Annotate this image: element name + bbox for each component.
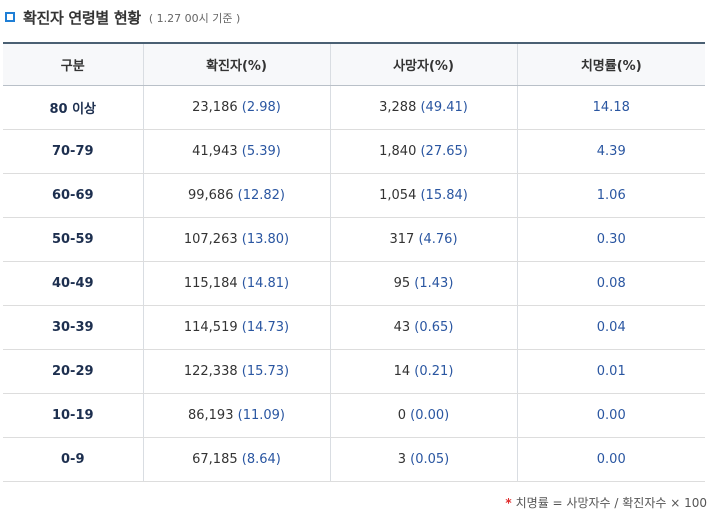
fatality-rate-cell: 0.00 [516, 437, 705, 482]
column-header-deaths: 사망자(%) [329, 42, 517, 86]
confirmed-cell: 107,263 (13.80) [142, 217, 330, 262]
confirmed-count: 122,338 [183, 363, 238, 379]
table-row: 10-19 86,193 (11.09) 0 (0.00) 0.00 [3, 393, 705, 438]
age-group-cell: 10-19 [3, 393, 143, 438]
confirmed-count: 107,263 [183, 231, 238, 247]
confirmed-count: 23,186 [192, 99, 238, 115]
table-row: 70-79 41,943 (5.39) 1,840 (27.65) 4.39 [3, 129, 705, 174]
age-group-cell: 40-49 [3, 261, 143, 306]
confirmed-percent: (12.82) [237, 187, 285, 203]
deaths-cell: 317 (4.76) [329, 217, 517, 262]
deaths-count: 1,840 [379, 143, 417, 159]
fatality-rate-footnote: * 치명률 = 사망자수 / 확진자수 × 100 [505, 494, 707, 511]
age-stats-table-container: 구분 확진자(%) 사망자(%) 치명률(%) 80 이상 23,186 (2.9… [3, 42, 705, 482]
deaths-percent: (27.65) [420, 143, 468, 159]
age-group-cell: 70-79 [3, 129, 143, 174]
age-group-cell: 20-29 [3, 349, 143, 394]
table-header-row: 구분 확진자(%) 사망자(%) 치명률(%) [3, 42, 705, 86]
data-timestamp: ( 1.27 00시 기준 ) [148, 12, 241, 25]
deaths-count: 3,288 [379, 99, 417, 115]
deaths-count: 43 [393, 319, 411, 335]
deaths-count: 0 [397, 407, 407, 423]
confirmed-cell: 67,185 (8.64) [142, 437, 330, 482]
section-header: 확진자 연령별 현황 ( 1.27 00시 기준 ) [5, 6, 240, 28]
confirmed-percent: (13.80) [241, 231, 290, 247]
table-row: 80 이상 23,186 (2.98) 3,288 (49.41) 14.18 [3, 85, 705, 130]
deaths-percent: (0.05) [410, 451, 450, 467]
deaths-cell: 43 (0.65) [329, 305, 517, 350]
deaths-count: 3 [397, 451, 407, 467]
age-stats-table: 구분 확진자(%) 사망자(%) 치명률(%) 80 이상 23,186 (2.9… [3, 42, 705, 482]
deaths-percent: (15.84) [420, 187, 468, 203]
column-header-category: 구분 [3, 42, 143, 86]
confirmed-count: 99,686 [187, 187, 234, 203]
confirmed-cell: 41,943 (5.39) [142, 129, 330, 174]
deaths-count: 14 [393, 363, 411, 379]
table-row: 40-49 115,184 (14.81) 95 (1.43) 0.08 [3, 261, 705, 306]
confirmed-count: 114,519 [183, 319, 238, 335]
table-body: 80 이상 23,186 (2.98) 3,288 (49.41) 14.18 70-7… [3, 85, 705, 482]
age-group-cell: 50-59 [3, 217, 143, 262]
deaths-cell: 1,054 (15.84) [329, 173, 517, 218]
table-row: 50-59 107,263 (13.80) 317 (4.76) 0.30 [3, 217, 705, 262]
fatality-rate-cell: 0.00 [516, 393, 705, 438]
fatality-rate-cell: 0.08 [516, 261, 705, 306]
fatality-rate-cell: 0.30 [516, 217, 705, 262]
confirmed-percent: (15.73) [241, 363, 290, 379]
square-bullet-icon [5, 12, 15, 22]
deaths-percent: (0.21) [414, 363, 454, 379]
deaths-percent: (1.43) [414, 275, 454, 291]
deaths-cell: 3,288 (49.41) [329, 85, 517, 130]
fatality-rate-cell: 14.18 [516, 85, 705, 130]
confirmed-cell: 122,338 (15.73) [142, 349, 330, 394]
table-row: 0-9 67,185 (8.64) 3 (0.05) 0.00 [3, 437, 705, 482]
deaths-percent: (49.41) [420, 99, 468, 115]
fatality-rate-cell: 0.04 [516, 305, 705, 350]
deaths-cell: 3 (0.05) [329, 437, 517, 482]
deaths-count: 317 [389, 231, 415, 247]
confirmed-percent: (5.39) [241, 143, 281, 159]
fatality-rate-cell: 4.39 [516, 129, 705, 174]
age-group-cell: 80 이상 [3, 85, 143, 130]
section-title: 확진자 연령별 현황 [23, 8, 141, 27]
column-header-fatality-rate: 치명률(%) [516, 42, 705, 86]
table-row: 20-29 122,338 (15.73) 14 (0.21) 0.01 [3, 349, 705, 394]
deaths-percent: (0.65) [414, 319, 454, 335]
deaths-count: 95 [393, 275, 411, 291]
confirmed-count: 41,943 [192, 143, 238, 159]
table-row: 30-39 114,519 (14.73) 43 (0.65) 0.04 [3, 305, 705, 350]
age-group-cell: 0-9 [3, 437, 143, 482]
deaths-count: 1,054 [379, 187, 417, 203]
fatality-rate-cell: 0.01 [516, 349, 705, 394]
table-row: 60-69 99,686 (12.82) 1,054 (15.84) 1.06 [3, 173, 705, 218]
deaths-cell: 14 (0.21) [329, 349, 517, 394]
fatality-rate-cell: 1.06 [516, 173, 705, 218]
deaths-percent: (0.00) [410, 407, 450, 423]
confirmed-percent: (14.73) [241, 319, 290, 335]
deaths-percent: (4.76) [418, 231, 458, 247]
deaths-cell: 1,840 (27.65) [329, 129, 517, 174]
deaths-cell: 95 (1.43) [329, 261, 517, 306]
deaths-cell: 0 (0.00) [329, 393, 517, 438]
age-group-cell: 30-39 [3, 305, 143, 350]
confirmed-cell: 115,184 (14.81) [142, 261, 330, 306]
confirmed-cell: 114,519 (14.73) [142, 305, 330, 350]
column-header-confirmed: 확진자(%) [142, 42, 330, 86]
confirmed-percent: (2.98) [241, 99, 281, 115]
confirmed-count: 67,185 [192, 451, 238, 467]
confirmed-count: 115,184 [183, 275, 238, 291]
confirmed-cell: 23,186 (2.98) [142, 85, 330, 130]
confirmed-cell: 99,686 (12.82) [142, 173, 330, 218]
footnote-marker: * [505, 496, 512, 510]
confirmed-count: 86,193 [187, 407, 234, 423]
age-group-cell: 60-69 [3, 173, 143, 218]
footnote-text: 치명률 = 사망자수 / 확진자수 × 100 [515, 496, 707, 510]
confirmed-percent: (11.09) [237, 407, 285, 423]
confirmed-percent: (8.64) [241, 451, 281, 467]
confirmed-cell: 86,193 (11.09) [142, 393, 330, 438]
confirmed-percent: (14.81) [241, 275, 290, 291]
